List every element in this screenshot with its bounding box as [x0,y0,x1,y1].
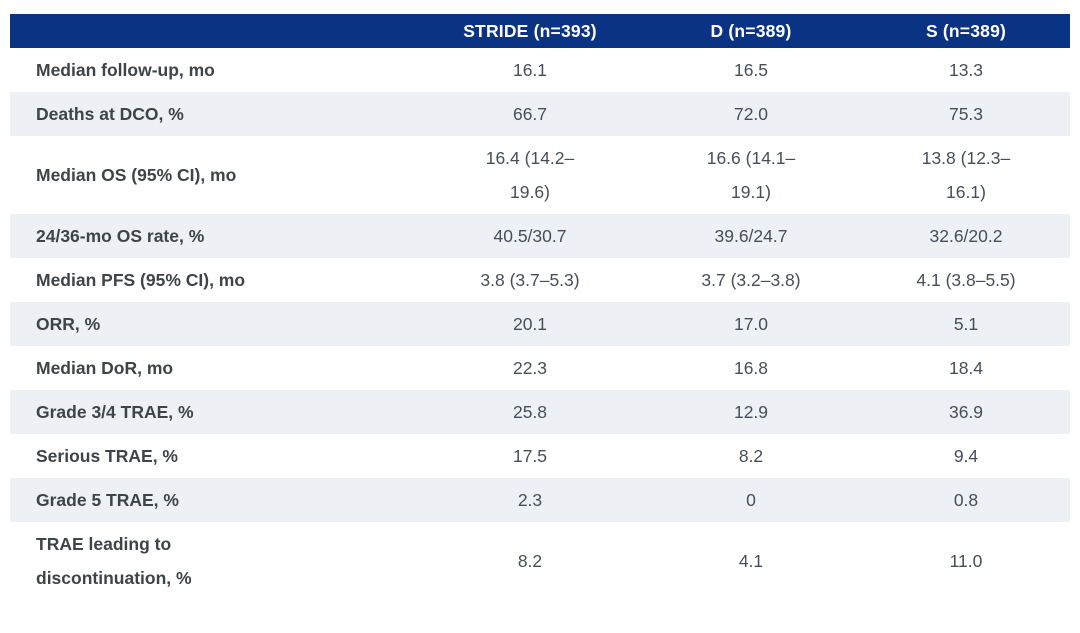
row-label: Median DoR, mo [36,358,174,378]
table-row: 24/36-mo OS rate, % 40.5/30.7 39.6/24.7 32.… [10,214,1070,258]
header-cell-d: D (n=389) [640,14,862,48]
header-cell-empty [10,14,420,48]
cell-value: 32.6/20.2 [929,226,1003,246]
cell-value: 0 [746,490,756,510]
cell-value: 5.1 [953,314,979,334]
row-label: Grade 5 TRAE, % [36,490,179,510]
cell-value: 66.7 [512,104,548,124]
row-label: Serious TRAE, % [36,446,178,466]
header-cell-stride: STRIDE (n=393) [420,14,640,48]
cell-value: 16.8 [733,358,769,378]
table-body: Median follow-up, mo 16.1 16.5 13.3 Deaths a… [10,48,1070,600]
cell-value: 12.9 [733,402,769,422]
table-row: Grade 3/4 TRAE, % 25.8 12.9 36.9 [10,390,1070,434]
cell-value: 18.4 [948,358,984,378]
cell-value: 16.6 (14.1– 19.1) [706,148,796,202]
table-row: Median PFS (95% CI), mo 3.8 (3.7–5.3) 3.7 … [10,258,1070,302]
row-label: ORR, % [36,314,101,334]
cell-value: 72.0 [733,104,769,124]
table-row: Median follow-up, mo 16.1 16.5 13.3 [10,48,1070,92]
row-label: Deaths at DCO, % [36,104,184,124]
cell-value: 16.4 (14.2– 19.6) [485,148,575,202]
cell-value: 25.8 [512,402,548,422]
table-row: Serious TRAE, % 17.5 8.2 9.4 [10,434,1070,478]
row-label: Median OS (95% CI), mo [36,165,237,185]
cell-value: 22.3 [512,358,548,378]
cell-value: 16.5 [733,60,769,80]
cell-value: 3.8 (3.7–5.3) [480,270,580,290]
table-row: Median DoR, mo 22.3 16.8 18.4 [10,346,1070,390]
row-label: Median follow-up, mo [36,60,215,80]
row-label: Median PFS (95% CI), mo [36,270,246,290]
table-row: TRAE leading to discontinuation, % 8.2 4.1… [10,522,1070,600]
row-label: TRAE leading to discontinuation, % [36,534,192,588]
header-cell-s: S (n=389) [862,14,1070,48]
cell-value: 17.5 [512,446,548,466]
cell-value: 13.3 [948,60,984,80]
table-row: Grade 5 TRAE, % 2.3 0 0.8 [10,478,1070,522]
cell-value: 40.5/30.7 [493,226,567,246]
table-row: ORR, % 20.1 17.0 5.1 [10,302,1070,346]
table-header: STRIDE (n=393) D (n=389) S (n=389) [10,14,1070,48]
cell-value: 36.9 [948,402,984,422]
cell-value: 3.7 (3.2–3.8) [701,270,801,290]
table-row: Deaths at DCO, % 66.7 72.0 75.3 [10,92,1070,136]
row-label: Grade 3/4 TRAE, % [36,402,194,422]
cell-value: 4.1 [738,551,764,571]
results-table: STRIDE (n=393) D (n=389) S (n=389) Media… [10,14,1070,600]
cell-value: 16.1 [512,60,548,80]
cell-value: 0.8 [953,490,979,510]
cell-value: 39.6/24.7 [714,226,788,246]
cell-value: 9.4 [953,446,979,466]
cell-value: 20.1 [512,314,548,334]
cell-value: 8.2 [738,446,764,466]
cell-value: 17.0 [733,314,769,334]
results-table-container: STRIDE (n=393) D (n=389) S (n=389) Media… [10,14,1070,600]
cell-value: 8.2 [517,551,543,571]
cell-value: 11.0 [949,551,983,571]
cell-value: 13.8 (12.3– 16.1) [921,148,1011,202]
cell-value: 2.3 [517,490,543,510]
table-row: Median OS (95% CI), mo 16.4 (14.2– 19.6) 1… [10,136,1070,214]
cell-value: 4.1 (3.8–5.5) [916,270,1016,290]
cell-value: 75.3 [948,104,984,124]
row-label: 24/36-mo OS rate, % [36,226,205,246]
header-row: STRIDE (n=393) D (n=389) S (n=389) [10,14,1070,48]
